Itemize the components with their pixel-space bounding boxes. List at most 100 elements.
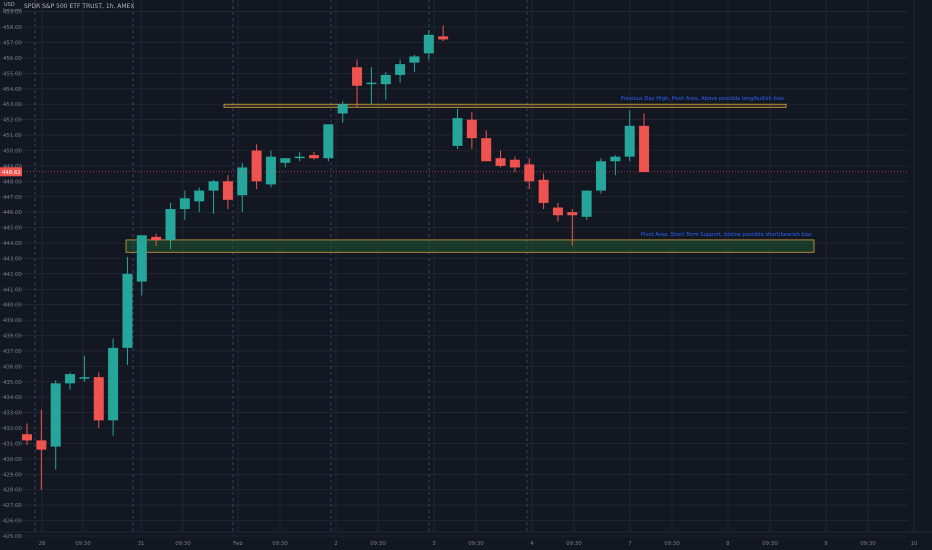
x-tick-label: Feb [233, 541, 243, 547]
y-tick-label: 449.00 [3, 164, 22, 170]
y-tick-label: 453.00 [3, 102, 22, 108]
candle-up[interactable] [65, 374, 76, 384]
pivot-zone[interactable] [223, 103, 787, 108]
y-tick-label: 432.00 [3, 426, 22, 432]
last-price-badge [0, 167, 22, 177]
candle-up[interactable] [50, 383, 61, 447]
x-tick-label: 09:30 [664, 541, 680, 547]
x-tick-label: 09:30 [272, 541, 288, 547]
candle-down[interactable] [151, 236, 162, 240]
candle-down[interactable] [524, 164, 535, 182]
candle-up[interactable] [624, 125, 635, 157]
candle-down[interactable] [466, 119, 477, 139]
x-tick-label: 8 [726, 541, 730, 547]
x-tick-label: 2 [334, 541, 337, 547]
y-tick-label: 444.00 [3, 241, 22, 247]
x-tick-label: 09:30 [175, 541, 191, 547]
candle-down[interactable] [438, 36, 449, 40]
x-tick-label: 31 [138, 541, 145, 547]
candle-up[interactable] [294, 156, 305, 159]
y-tick-label: 446.00 [3, 210, 22, 216]
x-tick-label: 09:30 [370, 541, 386, 547]
y-tick-label: 439.00 [3, 318, 22, 324]
y-tick-label: 450.00 [3, 148, 22, 154]
y-tick-label: 440.00 [3, 303, 22, 309]
candle-down[interactable] [93, 377, 104, 421]
candle-down[interactable] [481, 138, 492, 162]
candle-up[interactable] [265, 156, 276, 185]
candle-down[interactable] [22, 434, 32, 441]
currency-code: USD [4, 2, 15, 8]
candle-up[interactable] [79, 377, 90, 379]
symbol-title: SPDR S&P 500 ETF TRUST, 1h, AMEX [24, 3, 135, 10]
x-tick-label: 09:30 [762, 541, 778, 547]
candle-up[interactable] [610, 156, 621, 162]
y-tick-label: 452.00 [3, 118, 22, 124]
x-tick-label: 09:30 [75, 541, 91, 547]
y-tick-label: 437.00 [3, 349, 22, 355]
candle-up[interactable] [596, 161, 606, 191]
candle-up[interactable] [108, 347, 119, 421]
candle-down[interactable] [567, 212, 578, 216]
candle-down[interactable] [309, 155, 319, 159]
candle-down[interactable] [509, 159, 520, 168]
candle-up[interactable] [323, 124, 334, 159]
candle-up[interactable] [179, 198, 190, 210]
last-price-label: 448.62 [2, 170, 21, 176]
x-tick-label: 09:30 [468, 541, 484, 547]
y-tick-label: 442.00 [3, 272, 22, 278]
x-tick-label: 09:30 [860, 541, 876, 547]
y-tick-label: 426.00 [3, 519, 22, 525]
candle-down[interactable] [495, 158, 506, 166]
candle-up[interactable] [122, 273, 133, 348]
candle-up[interactable] [165, 209, 176, 240]
candle-up[interactable] [194, 190, 205, 202]
y-tick-label: 433.00 [3, 411, 22, 417]
currency-scale: Not scaled [3, 8, 22, 12]
candle-up[interactable] [395, 64, 406, 75]
y-tick-label: 436.00 [3, 364, 22, 370]
y-tick-label: 427.00 [3, 503, 22, 509]
y-tick-label: 447.00 [3, 195, 22, 201]
candle-up[interactable] [380, 74, 391, 85]
x-tick-label: 9 [824, 541, 828, 547]
y-tick-label: 431.00 [3, 441, 22, 447]
candle-down[interactable] [639, 125, 650, 173]
candle-up[interactable] [136, 235, 147, 282]
candle-up[interactable] [409, 56, 420, 63]
y-tick-label: 438.00 [3, 334, 22, 340]
candle-up[interactable] [337, 104, 348, 114]
y-tick-label: 435.00 [3, 380, 22, 386]
candle-up[interactable] [423, 34, 434, 54]
candle-up[interactable] [280, 158, 291, 163]
y-tick-label: 441.00 [3, 287, 22, 293]
y-tick-label: 451.00 [3, 133, 22, 139]
y-tick-label: 428.00 [3, 488, 22, 494]
x-tick-label: 10 [911, 541, 918, 547]
x-tick-label: 3 [432, 541, 435, 547]
y-tick-label: 443.00 [3, 256, 22, 262]
y-tick-label: 445.00 [3, 226, 22, 232]
y-tick-label: 459.00 [3, 10, 22, 16]
candle-down[interactable] [552, 207, 563, 216]
y-tick-label: 454.00 [3, 87, 22, 93]
x-tick-label: 7 [628, 541, 631, 547]
candle-up[interactable] [237, 167, 248, 196]
candle-up[interactable] [366, 82, 377, 85]
y-tick-label: 434.00 [3, 395, 22, 401]
candle-down[interactable] [36, 440, 47, 450]
pivot-zone[interactable] [125, 239, 815, 253]
candle-up[interactable] [452, 118, 463, 146]
zone-annotation: Pivot Area, Short Term Support, blelow p… [641, 232, 812, 238]
candle-down[interactable] [251, 150, 262, 182]
y-tick-label: 425.00 [3, 534, 22, 540]
candle-down[interactable] [222, 181, 233, 200]
candle-down[interactable] [538, 179, 549, 203]
candle-down[interactable] [352, 67, 363, 86]
candle-up[interactable] [208, 181, 219, 191]
y-tick-label: 448.00 [3, 179, 22, 185]
candle-up[interactable] [581, 190, 592, 217]
y-tick-label: 458.00 [3, 25, 22, 31]
